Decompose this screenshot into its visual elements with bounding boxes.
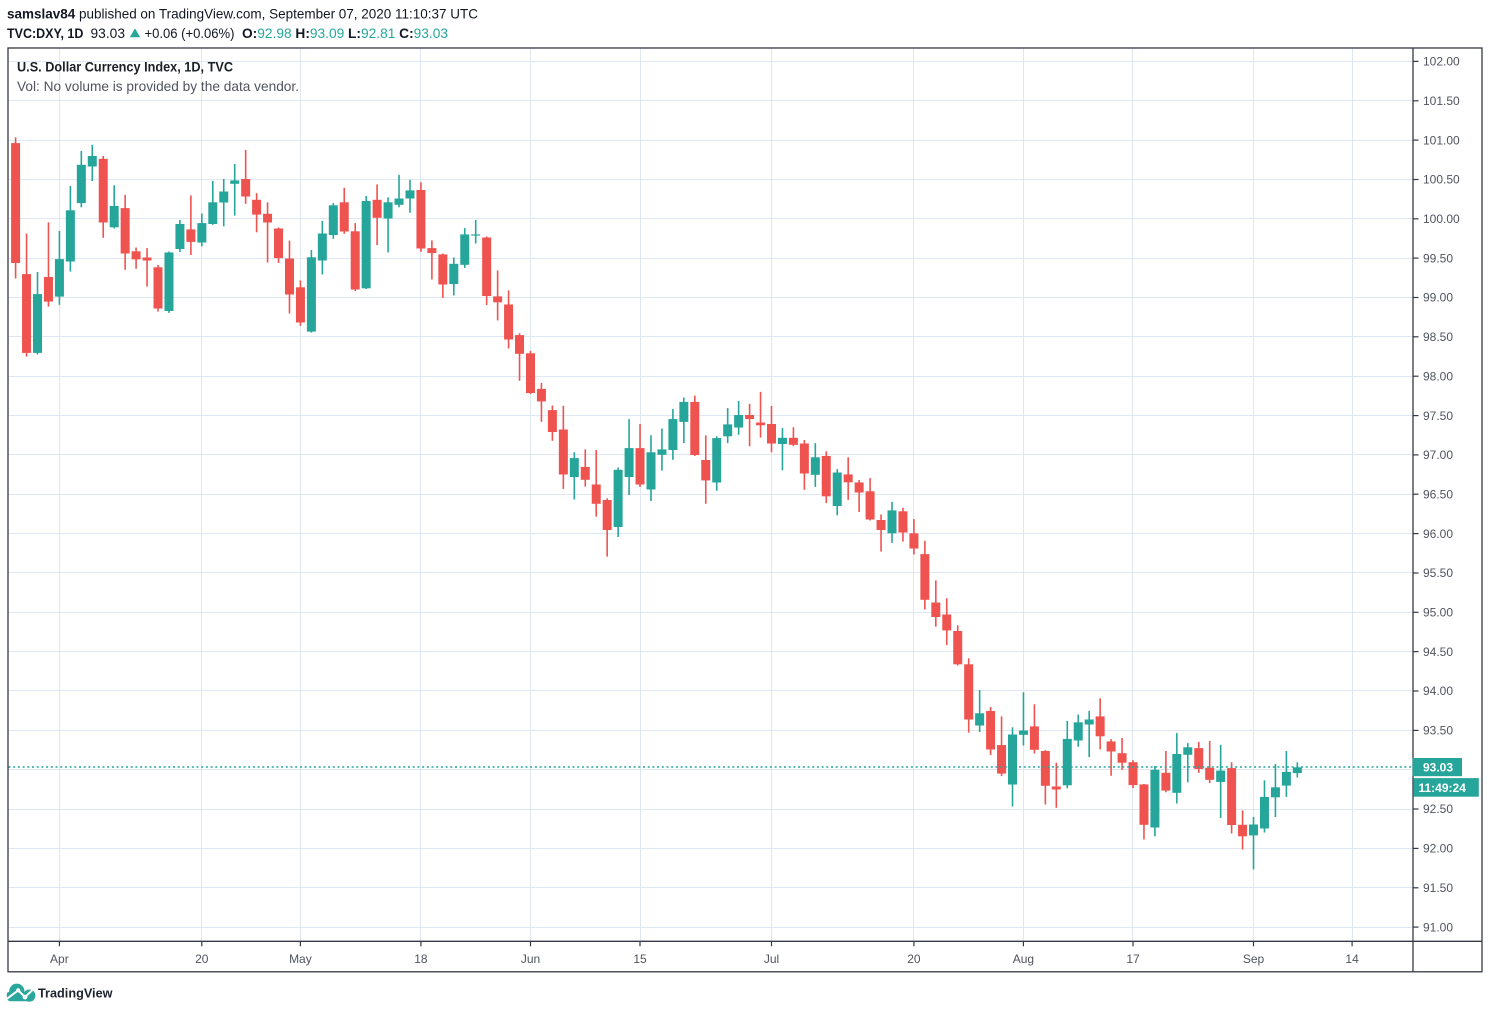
svg-text:17: 17	[1126, 952, 1140, 966]
svg-text:91.00: 91.00	[1423, 920, 1453, 934]
svg-text:Aug: Aug	[1013, 952, 1034, 966]
svg-text:11:49:24: 11:49:24	[1419, 781, 1467, 795]
svg-text:20: 20	[195, 952, 209, 966]
svg-text:92.50: 92.50	[1423, 802, 1453, 816]
svg-text:97.50: 97.50	[1423, 409, 1453, 423]
svg-text:Apr: Apr	[50, 952, 69, 966]
svg-text:94.00: 94.00	[1423, 684, 1453, 698]
svg-text:96.50: 96.50	[1423, 487, 1453, 501]
svg-text:May: May	[289, 952, 312, 966]
svg-text:93.03: 93.03	[91, 25, 126, 41]
svg-text:98.00: 98.00	[1423, 369, 1453, 383]
svg-text:O:92.98 H:93.09 L:92.81 C:93.0: O:92.98 H:93.09 L:92.81 C:93.03	[242, 25, 448, 41]
svg-text:18: 18	[414, 952, 428, 966]
svg-text:98.50: 98.50	[1423, 330, 1453, 344]
svg-text:95.50: 95.50	[1423, 566, 1453, 580]
svg-text:102.00: 102.00	[1423, 55, 1460, 69]
svg-text:Jun: Jun	[521, 952, 540, 966]
svg-text:100.00: 100.00	[1423, 212, 1460, 226]
svg-text:94.50: 94.50	[1423, 645, 1453, 659]
svg-text:101.00: 101.00	[1423, 133, 1460, 147]
svg-text:93.03: 93.03	[1423, 761, 1453, 775]
svg-text:U.S. Dollar Currency Index, 1D: U.S. Dollar Currency Index, 1D, TVC	[17, 59, 233, 75]
svg-text:96.00: 96.00	[1423, 527, 1453, 541]
svg-text:15: 15	[633, 952, 647, 966]
svg-text:Vol: No volume is provided by: Vol: No volume is provided by the data v…	[17, 78, 299, 94]
svg-text:95.00: 95.00	[1423, 606, 1453, 620]
svg-text:TVC:DXY, 1D: TVC:DXY, 1D	[7, 25, 83, 41]
svg-text:101.50: 101.50	[1423, 94, 1460, 108]
svg-text:14: 14	[1345, 952, 1359, 966]
svg-text:TradingView: TradingView	[38, 985, 113, 1000]
svg-text:100.50: 100.50	[1423, 173, 1460, 187]
svg-text:97.00: 97.00	[1423, 448, 1453, 462]
svg-text:99.00: 99.00	[1423, 291, 1453, 305]
svg-text:Jul: Jul	[764, 952, 779, 966]
svg-text:20: 20	[907, 952, 921, 966]
svg-text:+0.06 (+0.06%): +0.06 (+0.06%)	[145, 25, 235, 41]
svg-text:99.50: 99.50	[1423, 251, 1453, 265]
svg-text:91.50: 91.50	[1423, 881, 1453, 895]
svg-text:Sep: Sep	[1243, 952, 1265, 966]
svg-text:93.50: 93.50	[1423, 724, 1453, 738]
svg-text:samslav84 published on Trading: samslav84 published on TradingView.com, …	[7, 6, 478, 22]
svg-text:92.00: 92.00	[1423, 842, 1453, 856]
